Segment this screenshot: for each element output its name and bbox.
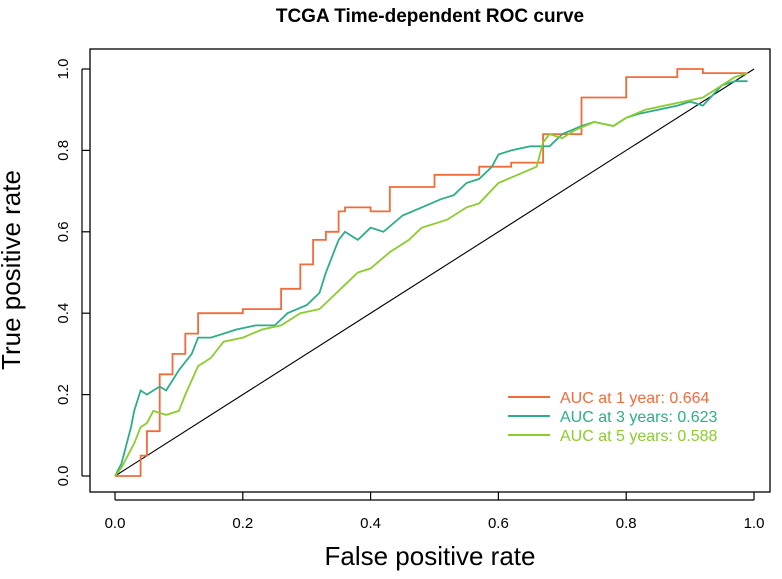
x-tick-label: 1.0 bbox=[744, 515, 765, 532]
x-tick-label: 0.4 bbox=[360, 515, 381, 532]
y-tick-label: 0.6 bbox=[55, 221, 72, 242]
plot-area bbox=[89, 48, 771, 493]
legend-label-1: AUC at 1 year: 0.664 bbox=[560, 390, 710, 407]
y-tick-label: 0.0 bbox=[55, 466, 72, 487]
legend-label-2: AUC at 3 years: 0.623 bbox=[560, 409, 718, 426]
x-axis-label: False positive rate bbox=[325, 541, 536, 571]
legend-label-3: AUC at 5 years: 0.588 bbox=[560, 428, 718, 445]
chart-title: TCGA Time-dependent ROC curve bbox=[276, 6, 584, 27]
plot-frame bbox=[89, 48, 771, 493]
y-axis-label: True positive rate bbox=[0, 170, 26, 370]
roc-series-3 bbox=[114, 72, 748, 477]
series-group bbox=[114, 68, 748, 477]
x-axis: 0.0 0.2 0.4 0.6 0.8 1.0 bbox=[105, 492, 765, 532]
x-tick-label: 0.2 bbox=[232, 515, 253, 532]
y-tick-label: 0.8 bbox=[55, 140, 72, 161]
x-tick-label: 0.8 bbox=[616, 515, 637, 532]
y-tick-label: 1.0 bbox=[55, 59, 72, 80]
y-axis: 0.0 0.2 0.4 0.6 0.8 1.0 bbox=[55, 59, 90, 487]
reference-diagonal-line bbox=[114, 68, 755, 477]
legend: AUC at 1 year: 0.664 AUC at 3 years: 0.62… bbox=[508, 390, 718, 445]
y-tick-label: 0.2 bbox=[55, 384, 72, 405]
y-tick-label: 0.4 bbox=[55, 303, 72, 324]
x-tick-label: 0.0 bbox=[105, 515, 126, 532]
x-tick-label: 0.6 bbox=[488, 515, 509, 532]
